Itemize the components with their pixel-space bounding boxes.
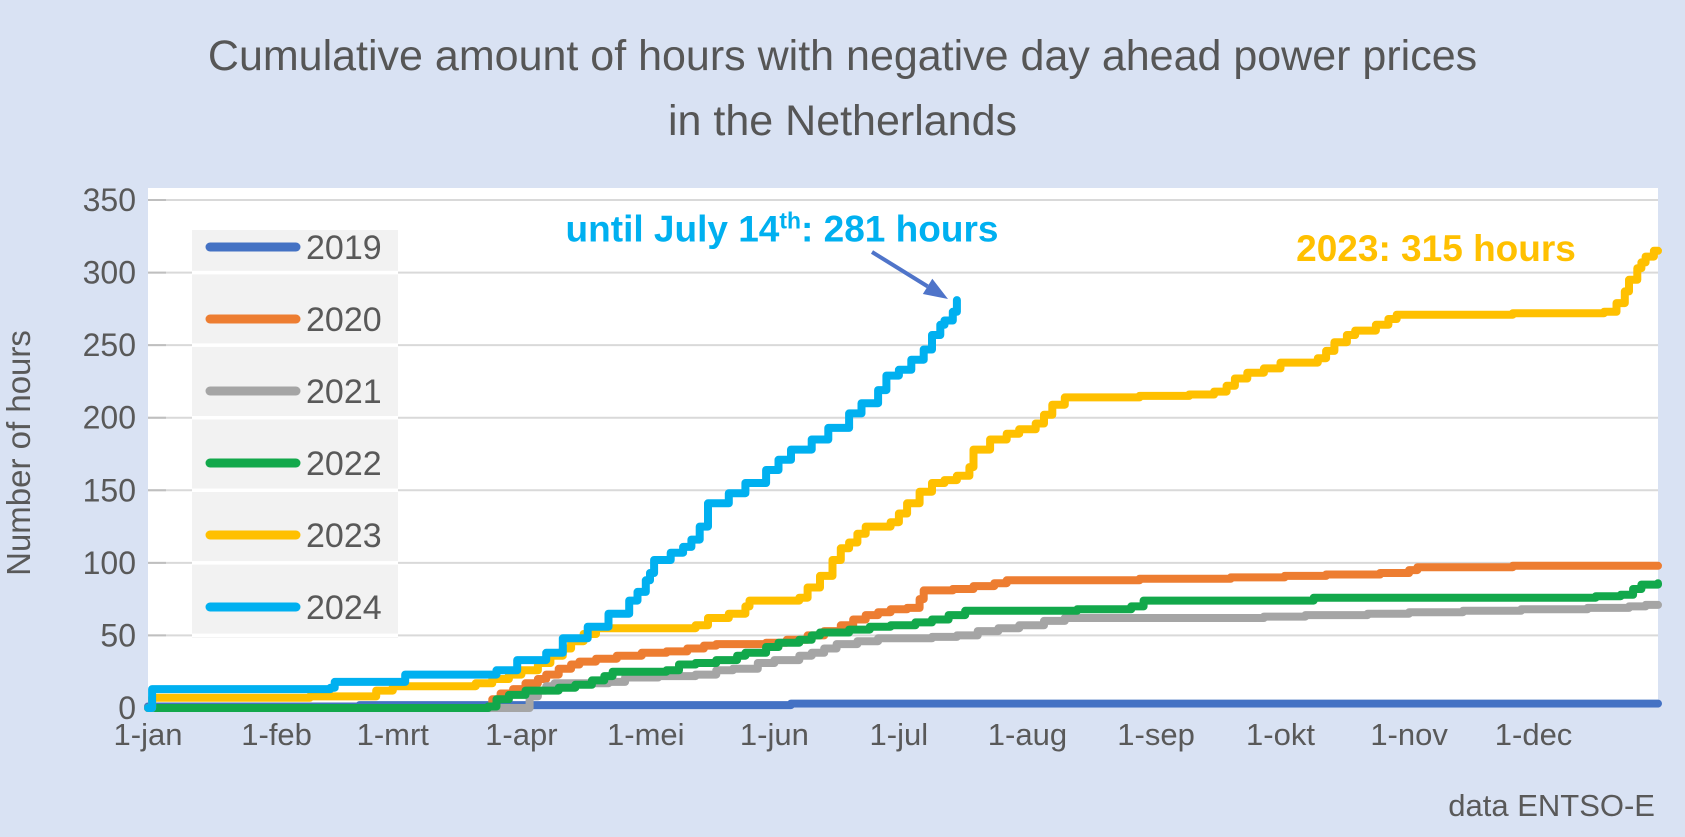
y-tick-label: 250	[83, 327, 136, 363]
y-tick-label: 350	[83, 182, 136, 218]
legend-item-2021: 2021	[205, 373, 382, 411]
legend-label: 2022	[306, 445, 382, 483]
series-line-2024	[144, 296, 961, 712]
legend-item-2024: 2024	[205, 589, 382, 627]
legend-label: 2020	[306, 301, 382, 339]
y-axis-title: Number of hours	[0, 330, 37, 576]
legend-label: 2023	[306, 517, 382, 555]
annotation-2024-prefix: until July 14	[565, 208, 780, 250]
annotation-2024-superscript: th	[779, 207, 802, 234]
legend-box	[192, 230, 398, 638]
source-note: data ENTSO-E	[1448, 788, 1655, 823]
x-axis-labels: 1-jan 1-feb 1-mrt 1-apr 1-mei 1-jun 1-jul 1-aug…	[114, 717, 1573, 752]
legend-label: 2021	[306, 373, 382, 411]
x-tick-label: 1-jun	[740, 717, 809, 752]
x-tick-label: 1-mei	[607, 717, 685, 752]
annotation-2024-suffix: : 281 hours	[801, 208, 999, 250]
y-tick-label: 200	[83, 400, 136, 436]
annotation-arrow-icon	[870, 250, 948, 299]
legend-item-2023: 2023	[205, 517, 382, 555]
y-tick-label: 300	[83, 255, 136, 291]
chart-title: Cumulative amount of hours with negative…	[207, 32, 1478, 145]
x-tick-label: 1-feb	[241, 717, 312, 752]
legend-item-2020: 2020	[205, 301, 382, 339]
gridlines	[148, 199, 1658, 637]
x-tick-label: 1-okt	[1246, 717, 1315, 752]
arrow-shaft	[870, 250, 929, 289]
arrow-head	[922, 278, 948, 299]
legend: 2019 2020 2021 2022 2023 2024	[192, 229, 398, 638]
annotation-2023-hours: 2023: 315 hours	[1296, 228, 1576, 269]
annotation-2024-hours: until July 14th: 281 hours	[566, 207, 999, 250]
y-axis-labels: 0 50 100 150 200 250 300 350	[83, 182, 136, 726]
x-tick-label: 1-jul	[870, 717, 929, 752]
series-line-2022	[144, 579, 1662, 712]
x-tick-label: 1-jan	[114, 717, 183, 752]
series-line-2021	[144, 600, 1662, 712]
y-tick-label: 50	[100, 617, 136, 653]
y-tick-label: 150	[83, 472, 136, 508]
y-tick-label: 100	[83, 545, 136, 581]
y-tick-label: 0	[118, 690, 136, 726]
x-tick-label: 1-mrt	[357, 717, 430, 752]
x-tick-label: 1-aug	[988, 717, 1067, 752]
series-line-2023	[144, 246, 1662, 712]
x-tick-label: 1-dec	[1495, 717, 1573, 752]
x-tick-label: 1-apr	[485, 717, 557, 752]
legend-item-2022: 2022	[205, 445, 382, 483]
legend-label: 2024	[306, 589, 382, 627]
x-tick-label: 1-nov	[1370, 717, 1448, 752]
legend-label: 2019	[306, 229, 382, 267]
x-tick-label: 1-sep	[1117, 717, 1195, 752]
legend-item-2019: 2019	[205, 229, 382, 267]
